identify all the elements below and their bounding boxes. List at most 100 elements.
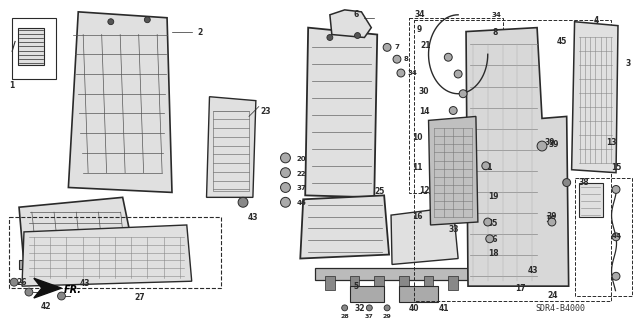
Text: 34: 34: [492, 12, 502, 18]
Bar: [349, 276, 360, 290]
Bar: [399, 286, 438, 302]
Polygon shape: [19, 197, 134, 264]
Text: 41: 41: [439, 304, 449, 313]
Text: 43: 43: [248, 213, 259, 222]
Polygon shape: [330, 10, 371, 38]
Bar: [325, 276, 335, 290]
Text: 16: 16: [545, 215, 556, 224]
Polygon shape: [572, 22, 618, 173]
Text: 31: 31: [483, 163, 493, 172]
Text: 5: 5: [354, 282, 359, 291]
Text: 1: 1: [10, 81, 15, 90]
Bar: [413, 20, 611, 301]
Text: 2: 2: [197, 28, 202, 37]
Text: 40: 40: [408, 304, 419, 313]
Text: 38: 38: [579, 178, 589, 187]
Circle shape: [537, 141, 547, 151]
Circle shape: [280, 153, 291, 163]
Text: 18: 18: [488, 249, 499, 258]
Circle shape: [384, 305, 390, 311]
Circle shape: [612, 233, 620, 241]
Text: 21: 21: [420, 41, 431, 50]
Circle shape: [484, 218, 492, 226]
Text: 33: 33: [448, 225, 459, 234]
Bar: [448, 276, 458, 290]
Text: 32: 32: [354, 304, 365, 313]
Text: 4: 4: [594, 16, 599, 25]
Text: 3: 3: [626, 59, 631, 68]
Circle shape: [108, 19, 114, 25]
Circle shape: [42, 284, 50, 292]
Bar: [349, 286, 384, 302]
Circle shape: [383, 43, 391, 51]
Text: 44: 44: [612, 233, 622, 239]
Polygon shape: [207, 97, 256, 197]
Text: 22: 22: [296, 171, 306, 177]
Text: 28: 28: [340, 314, 349, 319]
Text: 27: 27: [134, 293, 145, 302]
Text: 37: 37: [365, 314, 374, 319]
Circle shape: [342, 305, 348, 311]
Text: 29: 29: [383, 314, 392, 319]
Circle shape: [486, 235, 493, 243]
Text: 24: 24: [547, 291, 557, 300]
Polygon shape: [68, 12, 172, 192]
Text: 25: 25: [374, 188, 385, 197]
Circle shape: [280, 197, 291, 207]
Circle shape: [454, 70, 462, 78]
Text: 43: 43: [80, 279, 90, 288]
Polygon shape: [391, 207, 458, 264]
Text: 19: 19: [488, 192, 499, 201]
Text: 13: 13: [606, 138, 617, 147]
Circle shape: [563, 179, 571, 187]
Circle shape: [58, 292, 65, 300]
Text: 10: 10: [412, 133, 422, 142]
Text: 26: 26: [17, 278, 28, 287]
Text: 45: 45: [557, 38, 567, 47]
Polygon shape: [305, 28, 377, 197]
Bar: [9, 217, 221, 288]
Circle shape: [459, 90, 467, 98]
Polygon shape: [22, 225, 192, 286]
Bar: [409, 18, 502, 193]
Text: 43: 43: [527, 266, 538, 275]
Bar: [575, 178, 632, 296]
Text: 34: 34: [415, 10, 425, 19]
Circle shape: [280, 182, 291, 192]
Text: 39: 39: [545, 138, 556, 147]
Text: 46: 46: [296, 200, 306, 206]
Text: 8: 8: [493, 28, 498, 37]
Text: 39: 39: [547, 212, 557, 221]
Text: 15: 15: [611, 163, 621, 172]
Circle shape: [355, 33, 360, 39]
Polygon shape: [429, 116, 478, 225]
Text: 37: 37: [296, 185, 306, 191]
Circle shape: [145, 17, 150, 23]
Circle shape: [327, 34, 333, 41]
Text: 8: 8: [404, 56, 409, 62]
Polygon shape: [34, 278, 61, 298]
Circle shape: [449, 107, 457, 115]
Polygon shape: [466, 28, 569, 286]
Text: 30: 30: [419, 87, 429, 96]
Bar: [374, 276, 384, 290]
Text: 42: 42: [40, 302, 51, 311]
Text: 35: 35: [488, 219, 498, 228]
Circle shape: [238, 197, 248, 207]
Circle shape: [25, 288, 33, 296]
Circle shape: [366, 305, 372, 311]
Circle shape: [280, 168, 291, 178]
Circle shape: [482, 162, 490, 170]
Circle shape: [612, 186, 620, 193]
Bar: [213, 110, 249, 191]
Bar: [315, 268, 473, 280]
Text: 12: 12: [419, 186, 429, 195]
Text: 39: 39: [549, 140, 559, 149]
Bar: [19, 260, 136, 269]
Bar: [18, 28, 44, 65]
Circle shape: [397, 69, 405, 77]
Circle shape: [393, 55, 401, 63]
Text: 11: 11: [412, 163, 422, 172]
Text: 23: 23: [260, 107, 271, 115]
Bar: [399, 276, 409, 290]
